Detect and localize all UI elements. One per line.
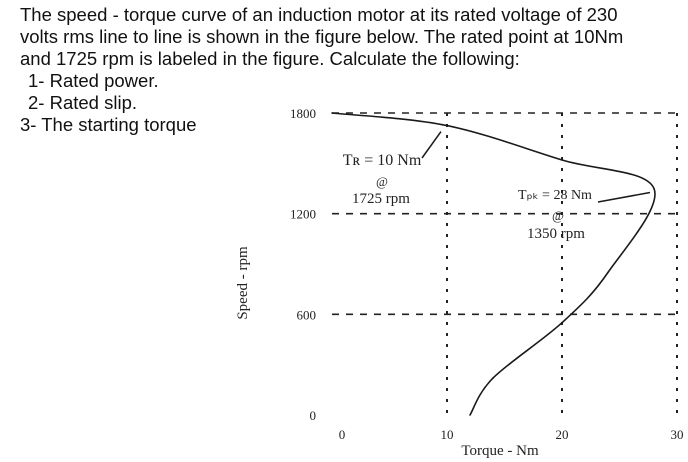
problem-line: and 1725 rpm is labeled in the figure. C… <box>20 48 520 69</box>
data-point <box>331 112 333 114</box>
peak-point-annotation: @ <box>552 208 564 223</box>
question-item: 3- The starting torque <box>20 114 197 135</box>
y-tick-label: 1800 <box>290 106 316 121</box>
rated-point-annotation: @ <box>376 174 388 189</box>
problem-line: volts rms line to line is shown in the f… <box>20 26 624 47</box>
peak-point-annotation: 1350 rpm <box>527 226 585 242</box>
x-tick-label: 30 <box>671 427 684 442</box>
y-tick-label: 0 <box>310 408 317 423</box>
data-point <box>561 159 563 161</box>
rated-point-annotation: 1725 rpm <box>352 191 410 207</box>
y-axis-label: Speed - rpm <box>235 246 251 320</box>
x-axis-label: Torque - Nm <box>461 443 539 459</box>
problem-line: The speed - torque curve of an induction… <box>20 4 618 25</box>
data-point <box>469 414 471 416</box>
rated-point-leader <box>421 131 442 159</box>
data-point <box>653 187 655 190</box>
y-tick-label: 1200 <box>290 207 316 222</box>
x-tick-label: 10 <box>441 427 454 442</box>
y-tick-label: 600 <box>297 307 317 322</box>
data-point <box>561 321 563 324</box>
peak-point-leader <box>597 191 651 203</box>
x-tick-label: 20 <box>556 427 569 442</box>
data-point <box>446 124 448 127</box>
question-item: 2- Rated slip. <box>28 92 137 113</box>
rated-point-annotation: Tʀ = 10 Nm <box>343 152 422 169</box>
data-point <box>492 377 494 379</box>
peak-point-annotation: Tₚₖ = 28 Nm <box>518 188 592 203</box>
data-point <box>607 271 609 274</box>
problem-text: The speed - torque curve of an induction… <box>20 4 680 136</box>
question-item: 1- Rated power. <box>28 70 159 91</box>
x-tick-label: 0 <box>339 427 346 442</box>
speed-torque-curve <box>331 112 656 416</box>
